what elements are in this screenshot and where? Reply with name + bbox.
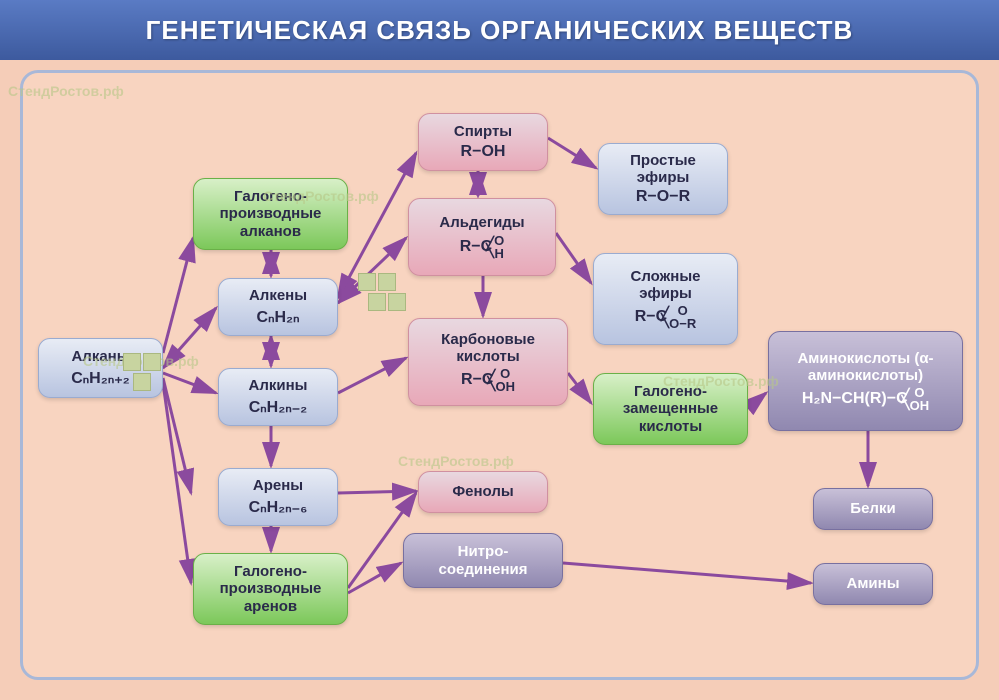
node-label: Сложные эфиры bbox=[604, 268, 727, 303]
arrow bbox=[563, 563, 811, 583]
node-formula: R−OH bbox=[461, 143, 506, 161]
node-label: Алкины bbox=[249, 377, 308, 394]
node-spirty: Спирты R−OH bbox=[418, 113, 548, 171]
node-formula: R−C╱O╲H bbox=[460, 234, 505, 260]
node-karbon: Карбоновые кислотыR−C╱O╲OH bbox=[408, 318, 568, 406]
decoration-squares bbox=[123, 353, 183, 393]
arrow bbox=[163, 238, 193, 353]
node-label: Белки bbox=[850, 500, 895, 517]
node-aminy: Амины bbox=[813, 563, 933, 605]
node-prostye: Простые эфирыR−O−R bbox=[598, 143, 728, 215]
arrow bbox=[548, 138, 596, 168]
diagram-frame: АлканыCₙH₂ₙ₊₂Галогено-производные алкано… bbox=[20, 70, 979, 680]
node-areny: Арены CₙH₂ₙ₋₆ bbox=[218, 468, 338, 526]
arrow bbox=[568, 373, 591, 403]
arrow bbox=[163, 383, 191, 583]
decoration-squares bbox=[358, 273, 418, 313]
watermark: СтендРостов.рф bbox=[263, 188, 379, 204]
node-label: Нитро-соединения bbox=[414, 543, 552, 578]
node-alkiny: Алкины CₙH₂ₙ₋₂ bbox=[218, 368, 338, 426]
header: ГЕНЕТИЧЕСКАЯ СВЯЗЬ ОРГАНИЧЕСКИХ ВЕЩЕСТВ bbox=[0, 0, 999, 60]
node-label: Арены bbox=[253, 477, 303, 494]
node-label: Амины bbox=[846, 575, 899, 592]
node-formula: H₂N−CH(R)−C╱O╲OH bbox=[802, 386, 929, 412]
arrow bbox=[338, 358, 406, 393]
node-label: Галогено-замещенные кислоты bbox=[604, 383, 737, 435]
node-label: Спирты bbox=[454, 123, 512, 140]
node-formula: CₙH₂ₙ₊₂ bbox=[71, 368, 130, 388]
node-aminokisloty: Аминокислоты (α- аминокислоты)H₂N−CH(R)−… bbox=[768, 331, 963, 431]
node-label: Алкены bbox=[249, 287, 307, 304]
node-label: Карбоновые кислоты bbox=[419, 331, 557, 366]
node-formula: R−O−R bbox=[636, 188, 690, 206]
node-label: Простые эфиры bbox=[609, 152, 717, 187]
arrow bbox=[348, 563, 401, 593]
node-formula: CₙH₂ₙ bbox=[257, 307, 300, 327]
node-slozhnye: Сложные эфирыR−C╱O╲O−R bbox=[593, 253, 738, 345]
watermark: СтендРостов.рф bbox=[398, 453, 514, 469]
arrow bbox=[163, 378, 191, 493]
arrow bbox=[748, 393, 766, 408]
watermark: СтендРостов.рф bbox=[8, 83, 124, 99]
node-formula: R−C╱O╲O−R bbox=[635, 304, 697, 330]
node-label: Аминокислоты (α- аминокислоты) bbox=[779, 350, 952, 385]
node-formula: CₙH₂ₙ₋₆ bbox=[249, 497, 308, 517]
page-title: ГЕНЕТИЧЕСКАЯ СВЯЗЬ ОРГАНИЧЕСКИХ ВЕЩЕСТВ bbox=[146, 15, 854, 46]
node-label: Альдегиды bbox=[439, 214, 524, 231]
arrow bbox=[556, 233, 591, 283]
node-halogen_arenov: Галогено-производные аренов bbox=[193, 553, 348, 625]
node-aldegidy: Альдегиды R−C╱O╲H bbox=[408, 198, 556, 276]
node-belki: Белки bbox=[813, 488, 933, 530]
node-fenoly: Фенолы bbox=[418, 471, 548, 513]
node-formula: CₙH₂ₙ₋₂ bbox=[249, 397, 308, 417]
arrow bbox=[338, 491, 416, 493]
node-label: Фенолы bbox=[452, 483, 513, 500]
node-alkeny: Алкены CₙH₂ₙ bbox=[218, 278, 338, 336]
watermark: СтендРостов.рф bbox=[663, 373, 779, 389]
node-label: Галогено-производные аренов bbox=[204, 563, 337, 615]
node-formula: R−C╱O╲OH bbox=[461, 367, 515, 393]
node-nitro: Нитро-соединения bbox=[403, 533, 563, 588]
